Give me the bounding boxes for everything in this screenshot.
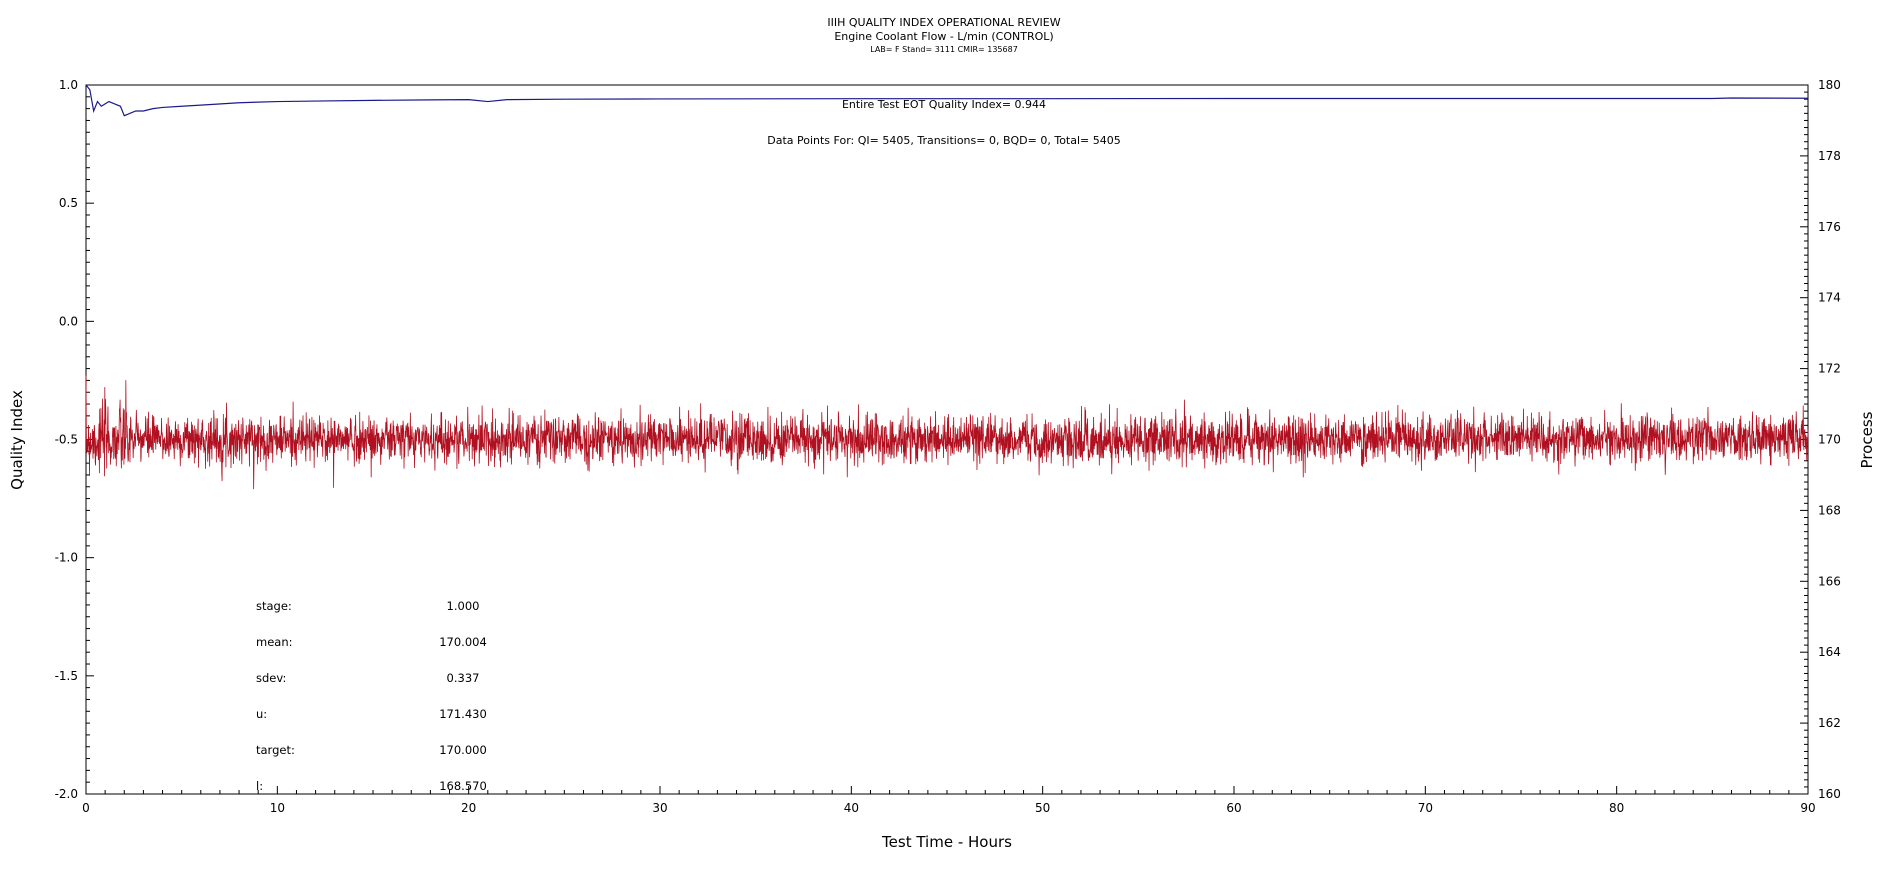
- stat-label: target:: [256, 743, 295, 757]
- x-tick-label: 60: [1226, 801, 1241, 815]
- y-right-tick-label: 160: [1818, 787, 1841, 801]
- y-left-tick-label: -1.0: [55, 551, 78, 565]
- y-left-tick-label: -1.5: [55, 669, 78, 683]
- stat-value: 168.570: [439, 779, 487, 793]
- y-left-tick-label: 0.5: [59, 196, 78, 210]
- x-tick-label: 30: [652, 801, 667, 815]
- y-right-tick-label: 166: [1818, 574, 1841, 588]
- eot-quality-annotation: Entire Test EOT Quality Index= 0.944: [842, 98, 1046, 111]
- stat-value: 170.000: [439, 743, 487, 757]
- y-right-tick-label: 172: [1818, 362, 1841, 376]
- x-tick-label: 70: [1418, 801, 1433, 815]
- y-axis-left-label: Quality Index: [8, 390, 26, 490]
- y-right-tick-label: 168: [1818, 503, 1841, 517]
- stat-value: 170.004: [439, 635, 487, 649]
- y-axis-right-label: Process: [1858, 411, 1876, 468]
- x-tick-label: 40: [844, 801, 859, 815]
- stat-value: 171.430: [439, 707, 487, 721]
- y-right-tick-label: 162: [1818, 716, 1841, 730]
- y-right-tick-label: 170: [1818, 433, 1841, 447]
- chart-subtitle: Engine Coolant Flow - L/min (CONTROL): [834, 30, 1053, 43]
- y-left-tick-label: -2.0: [55, 787, 78, 801]
- stat-label: sdev:: [256, 671, 286, 685]
- y-right-tick-label: 176: [1818, 220, 1841, 234]
- chart-title: IIIH QUALITY INDEX OPERATIONAL REVIEW: [827, 16, 1060, 29]
- chart-subtitle-lab: LAB= F Stand= 3111 CMIR= 135687: [870, 45, 1018, 54]
- y-left-tick-label: 1.0: [59, 78, 78, 92]
- x-axis-label: Test Time - Hours: [881, 833, 1012, 851]
- y-right-tick-label: 180: [1818, 78, 1841, 92]
- stat-value: 1.000: [447, 599, 480, 613]
- stat-label: stage:: [256, 599, 292, 613]
- data-points-annotation: Data Points For: QI= 5405, Transitions= …: [767, 134, 1121, 147]
- stats-table: stage: 1.000 mean: 170.004 sdev: 0.337 u: 171.4…: [256, 599, 487, 793]
- y-right-tick-label: 178: [1818, 149, 1841, 163]
- x-tick-label: 10: [270, 801, 285, 815]
- x-tick-label: 20: [461, 801, 476, 815]
- stat-label: l:: [256, 779, 263, 793]
- y-left-tick-label: -0.5: [55, 433, 78, 447]
- x-tick-label: 50: [1035, 801, 1050, 815]
- y-right-tick-label: 174: [1818, 291, 1841, 305]
- x-tick-label: 0: [82, 801, 90, 815]
- stat-label: mean:: [256, 635, 293, 649]
- x-tick-label: 90: [1800, 801, 1815, 815]
- stat-value: 0.337: [447, 671, 480, 685]
- quality-index-series-line: [85, 84, 1809, 117]
- y-left-tick-label: 0.0: [59, 314, 78, 328]
- series-layer: [85, 84, 1809, 490]
- tick-labels: 0 10 20 30 40 50 60 70 80 90 1.0 0.5 0.0 -0.5 -1.0 -1.5…: [55, 78, 1841, 815]
- stat-label: u:: [256, 707, 267, 721]
- x-tick-label: 80: [1609, 801, 1624, 815]
- process-series-line: [85, 375, 1809, 490]
- y-right-tick-label: 164: [1818, 645, 1841, 659]
